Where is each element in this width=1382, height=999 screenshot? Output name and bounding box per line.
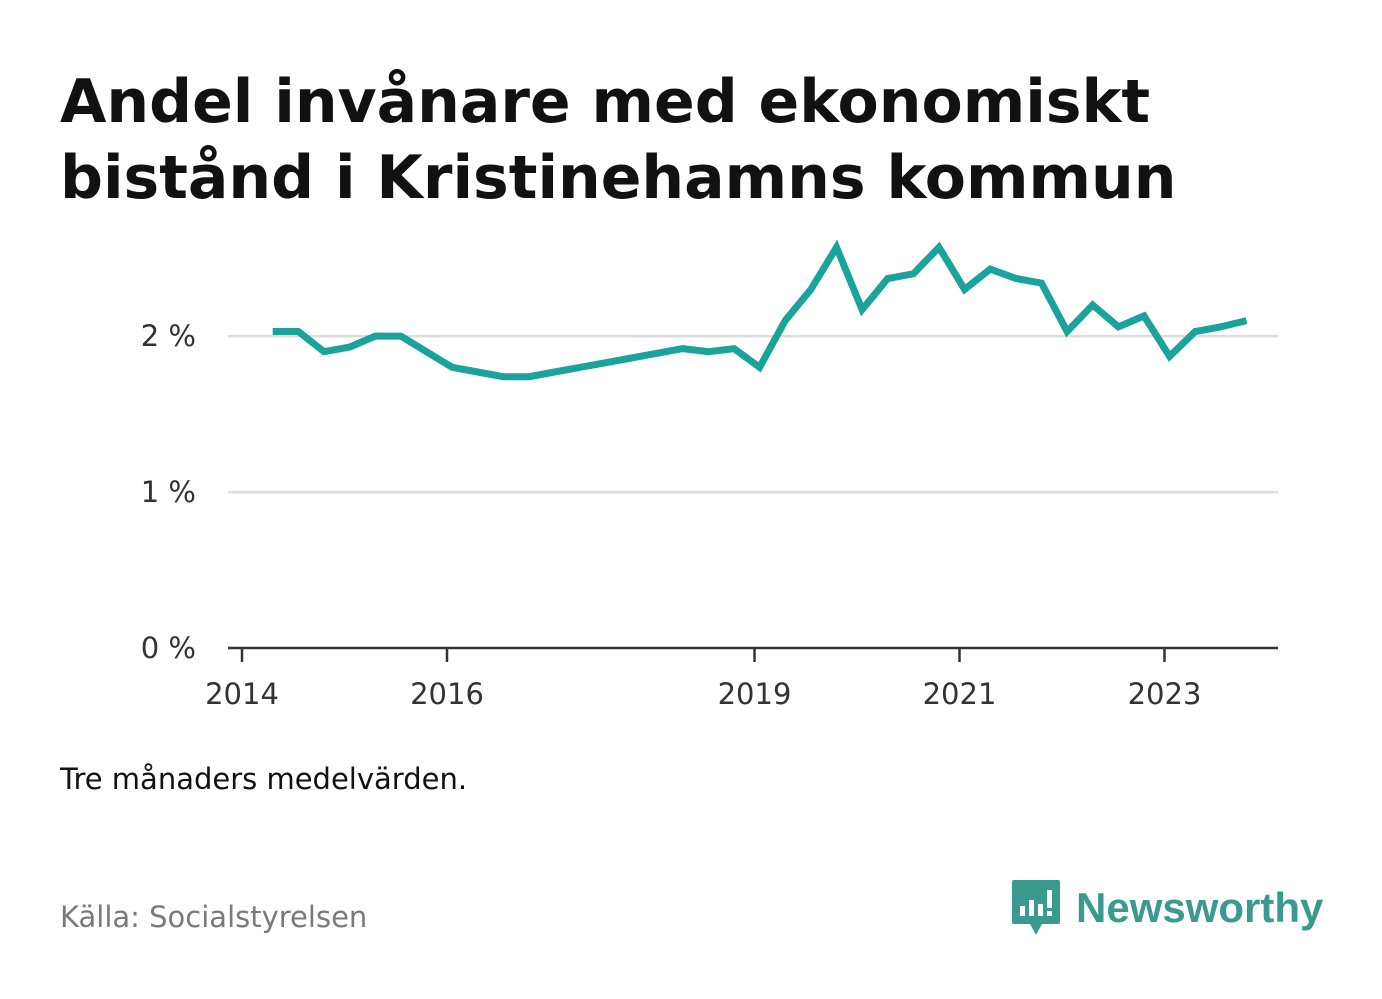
series-line-0 [272,239,1248,381]
y-tick-label: 0 % [141,631,196,665]
x-axis-labels: 2014 2016 2019 2021 2023 [205,677,1201,711]
y-tick-label: 2 % [141,319,196,353]
x-tick-label: 2021 [923,677,997,711]
x-tick-label: 2016 [410,677,484,711]
x-tick-label: 2014 [205,677,279,711]
series-group [272,239,1248,381]
y-tick-label: 1 % [141,475,196,509]
x-tick-label: 2019 [718,677,792,711]
source-label: Källa: Socialstyrelsen [60,900,368,934]
newsworthy-logo-icon [1012,880,1060,935]
x-axis-ticks [240,648,1166,662]
brand-name: Newsworthy [1076,884,1324,931]
chart-title: Andel invånare med ekonomiskt bistånd i … [60,67,1177,213]
chart-note: Tre månaders medelvärden. [60,762,468,796]
y-axis-labels: 0 % 1 % 2 % [141,319,196,665]
x-tick-label: 2023 [1128,677,1202,711]
brand-logo: Newsworthy [1010,878,1323,938]
